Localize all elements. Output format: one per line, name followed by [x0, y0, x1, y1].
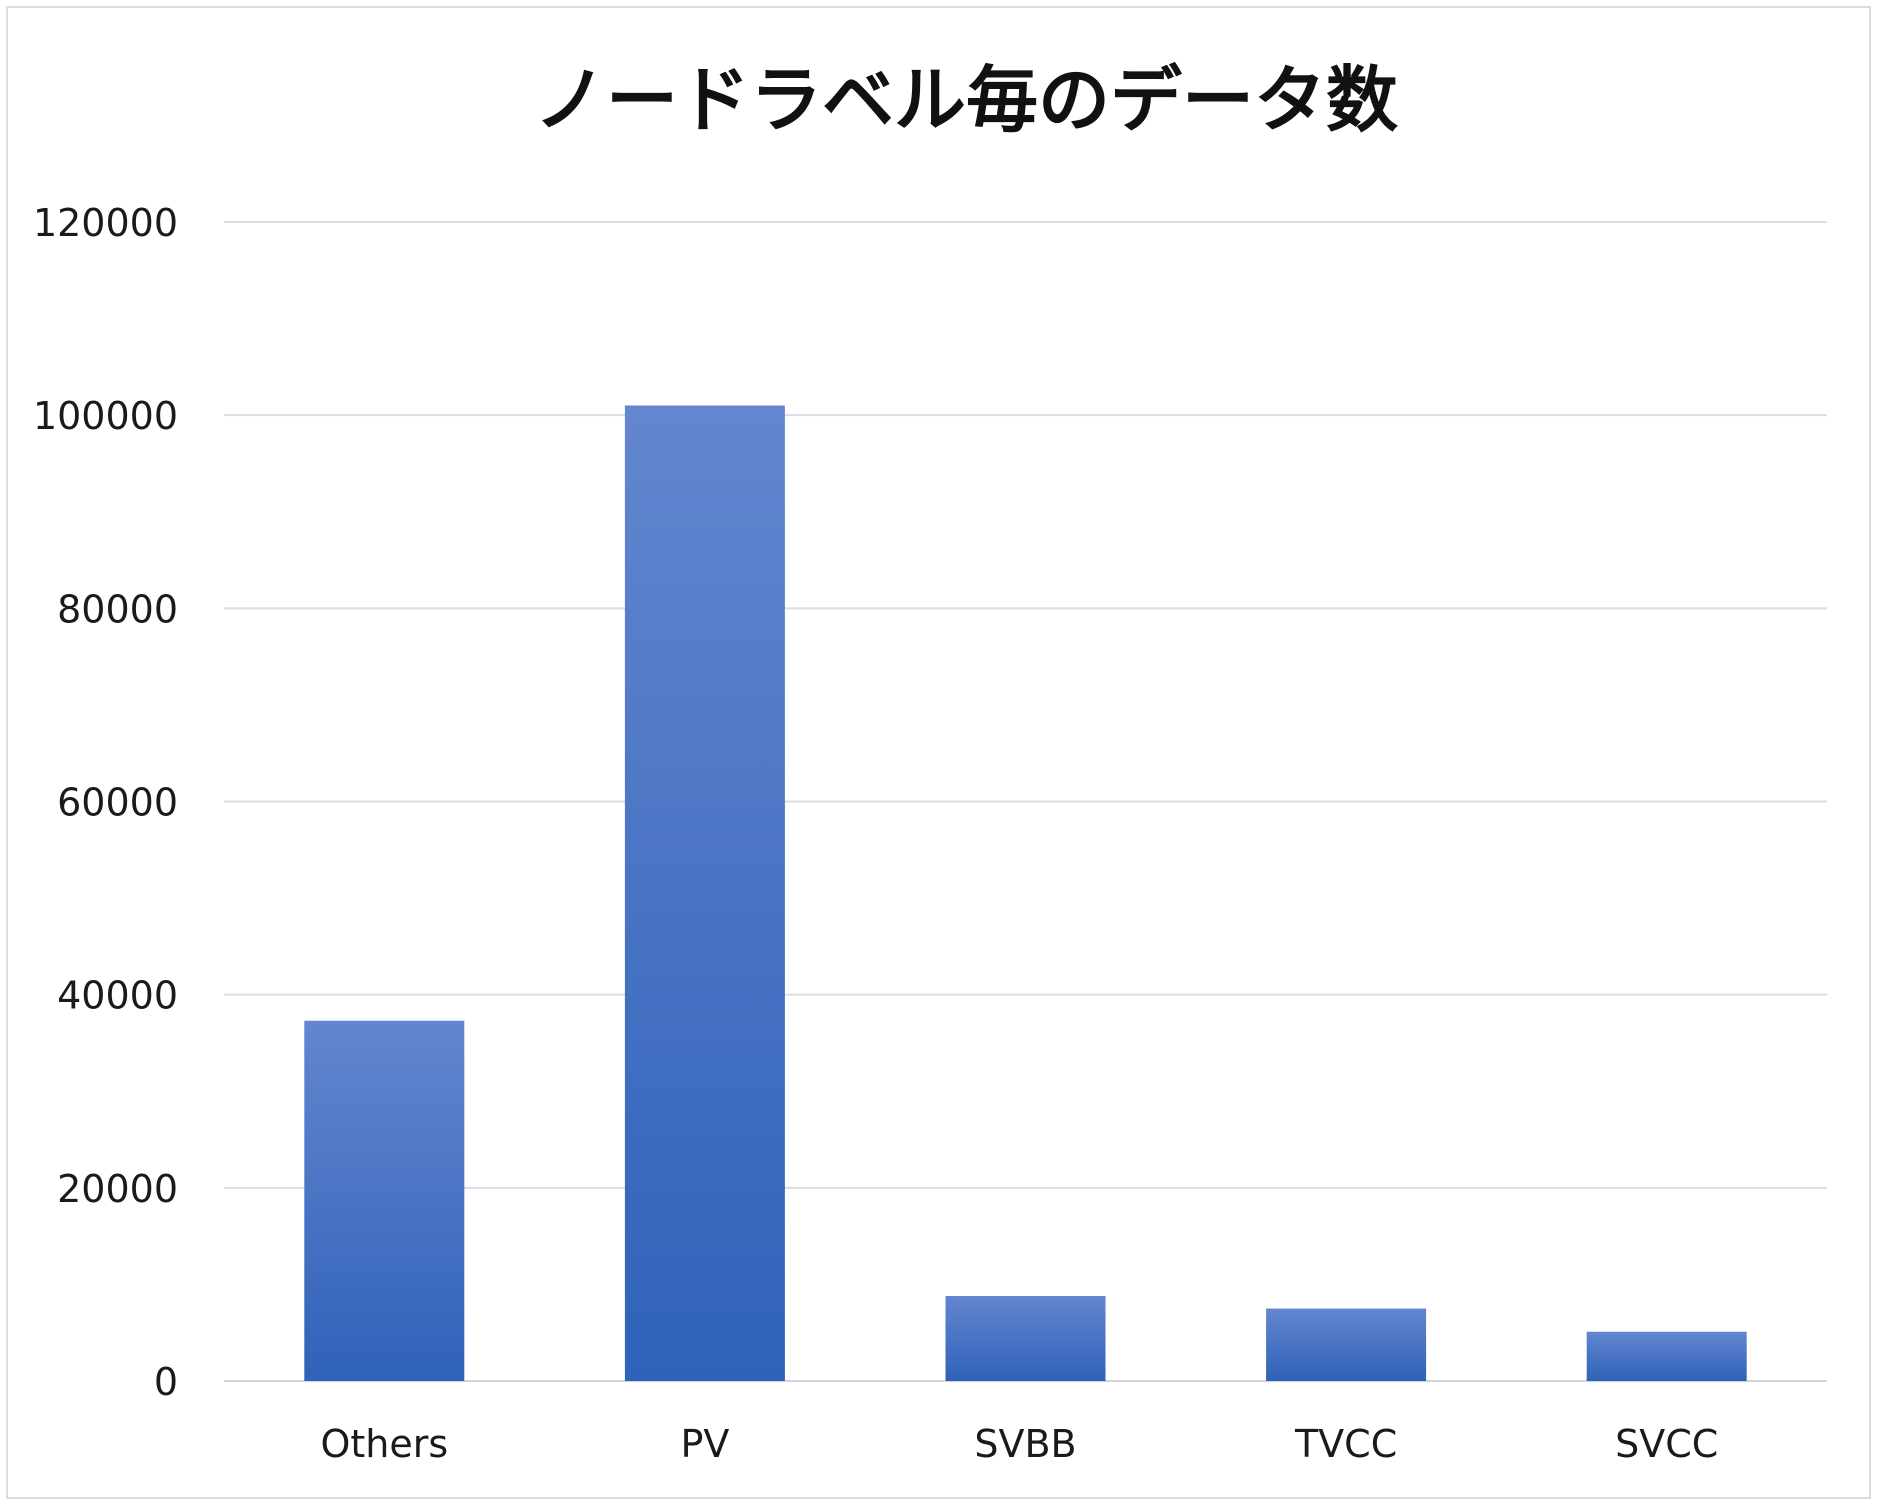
y-tick-label: 40000 — [57, 974, 178, 1018]
gridlines — [224, 221, 1827, 1382]
x-tick-label: SVBB — [974, 1422, 1076, 1466]
y-tick-label: 100000 — [33, 394, 178, 438]
x-tick-label: Others — [320, 1422, 448, 1466]
y-tick-label: 80000 — [57, 587, 178, 631]
x-tick-label: PV — [680, 1422, 729, 1466]
bar-svcc — [1586, 1331, 1747, 1381]
bars — [304, 405, 1747, 1382]
x-tick-label: SVCC — [1615, 1422, 1718, 1466]
chart-title: ノードラベル毎のデータ数 — [534, 58, 1398, 142]
x-axis-labels: Others PV SVBB TVCC SVCC — [320, 1422, 1718, 1466]
bar-svbb — [945, 1296, 1106, 1381]
bar-pv — [624, 405, 785, 1382]
y-axis-ticks: 0 20000 40000 60000 80000 100000 120000 — [33, 201, 178, 1404]
y-tick-label: 0 — [154, 1360, 178, 1404]
y-tick-label: 60000 — [57, 781, 178, 825]
y-tick-label: 20000 — [57, 1167, 178, 1211]
bar-tvcc — [1266, 1308, 1427, 1381]
y-tick-label: 120000 — [33, 201, 178, 245]
x-tick-label: TVCC — [1294, 1422, 1397, 1466]
bar-others — [304, 1020, 465, 1381]
